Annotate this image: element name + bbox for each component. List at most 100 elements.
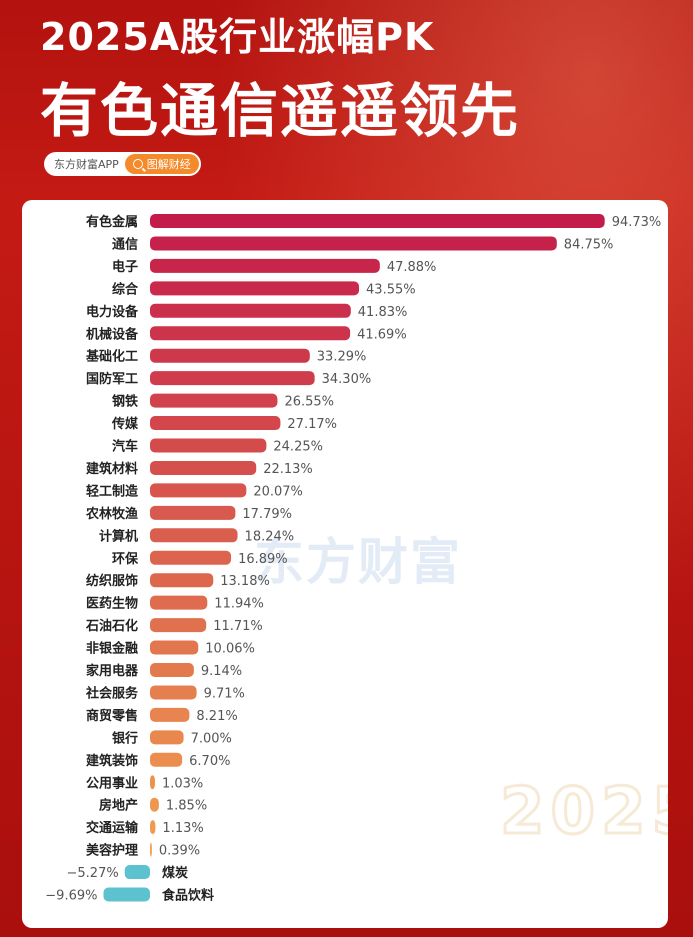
watermark-text: 东方财富 [254, 533, 462, 591]
value-label: 6.70% [189, 754, 230, 769]
value-label: 20.07% [253, 484, 303, 499]
bar-row: 钢铁 26.55% [112, 393, 334, 410]
bar-row: 电力设备 41.83% [86, 303, 408, 320]
bar [150, 685, 197, 700]
category-label: 有色金属 [86, 214, 138, 230]
source-name: 东方财富APP [54, 158, 119, 171]
category-label: 商贸零售 [86, 708, 138, 724]
category-label: 食品饮料 [162, 888, 214, 904]
value-label: 9.14% [201, 664, 242, 679]
category-label: 煤炭 [162, 865, 188, 881]
bar [150, 214, 605, 228]
bar-row: 轻工制造 20.07% [86, 483, 303, 499]
source-tag: 图解财经 [124, 154, 199, 174]
category-label: 电力设备 [86, 304, 139, 320]
bar-row: 医药生物 11.94% [86, 595, 264, 612]
watermark-year: 2025 [499, 775, 669, 849]
category-label: 家用电器 [86, 663, 139, 679]
value-label: 47.88% [387, 260, 437, 275]
category-label: 建筑材料 [86, 461, 138, 477]
bar [150, 618, 207, 633]
category-label: 纺织服饰 [86, 573, 138, 589]
bar-row: 有色金属 94.73% [86, 214, 661, 230]
category-label: 机械设备 [86, 326, 139, 342]
category-label: 公用事业 [86, 775, 138, 791]
bar-row: 汽车 24.25% [112, 438, 323, 455]
value-label: 11.71% [213, 619, 263, 634]
bar-row: 银行 7.00% [112, 730, 232, 746]
value-label: 0.39% [159, 844, 200, 859]
value-label: 84.75% [564, 237, 614, 252]
bar-row: 商贸零售 8.21% [86, 707, 238, 724]
bar-row: 公用事业 1.03% [86, 775, 203, 791]
bar [150, 528, 238, 543]
bar-row: 传媒 27.17% [111, 416, 337, 432]
bar-row: 社会服务 9.71% [85, 685, 245, 701]
search-icon [132, 159, 143, 169]
value-label: 1.13% [162, 821, 203, 836]
category-label: 汽车 [112, 439, 138, 455]
category-label: 建筑装饰 [86, 753, 138, 769]
bar [150, 505, 236, 520]
page-headline: 有色通信遥遥领先 [40, 77, 521, 145]
category-label: 国防军工 [86, 371, 138, 387]
bar [150, 550, 232, 565]
bar-row: 环保 16.89% [112, 550, 288, 567]
bar [150, 707, 190, 722]
bar [150, 393, 278, 408]
bar [150, 820, 156, 835]
bar [150, 640, 199, 655]
value-label: 94.73% [612, 215, 662, 230]
bar [150, 258, 380, 273]
category-label: 石油石化 [85, 618, 138, 634]
category-label: 环保 [112, 551, 139, 567]
bar [150, 797, 159, 812]
value-label: 1.03% [162, 776, 203, 791]
category-label: 传媒 [111, 416, 139, 432]
value-label: 22.13% [263, 462, 313, 477]
bar [150, 483, 247, 498]
bar-row: 交通运输 1.13% [86, 820, 204, 836]
bar [150, 573, 214, 588]
category-label: 农林牧渔 [85, 506, 138, 522]
value-label: 33.29% [317, 350, 367, 365]
bar [124, 865, 150, 880]
value-label: 24.25% [273, 440, 323, 455]
bar [150, 303, 351, 318]
source-tag-label: 图解财经 [146, 158, 191, 171]
bar-row: 房地产 1.85% [99, 797, 207, 814]
category-label: 轻工制造 [86, 483, 139, 499]
category-label: 基础化工 [85, 349, 138, 365]
category-label: 通信 [112, 236, 138, 252]
bar [150, 460, 257, 475]
bar-row: 基础化工 33.29% [85, 348, 367, 365]
bar-row: 食品饮料 −9.69% [45, 887, 214, 904]
bar [150, 775, 155, 790]
value-label: −5.27% [67, 866, 119, 881]
value-label: 41.83% [358, 305, 408, 320]
bar-row: 建筑装饰 6.70% [86, 752, 230, 769]
bar-row: 机械设备 41.69% [86, 326, 407, 342]
value-label: 9.71% [204, 686, 245, 701]
bar [150, 416, 281, 431]
bar-row: 综合 43.55% [112, 281, 416, 297]
category-label: 钢铁 [112, 394, 138, 410]
bar [150, 236, 557, 251]
bar-row: 家用电器 9.14% [86, 663, 242, 679]
bar-row: 纺织服饰 13.18% [86, 573, 270, 589]
category-label: 医药生物 [86, 596, 138, 612]
category-label: 银行 [112, 730, 138, 746]
value-label: 8.21% [196, 709, 237, 724]
value-label: 26.55% [284, 395, 334, 410]
bar-row: 电子 47.88% [112, 258, 437, 275]
bar [103, 887, 150, 902]
bar [150, 326, 351, 341]
value-label: 27.17% [287, 417, 337, 432]
value-label: 18.24% [245, 529, 295, 544]
category-label: 社会服务 [85, 685, 139, 701]
value-label: 13.18% [220, 574, 270, 589]
bar [150, 842, 152, 857]
bar-chart: 有色金属 94.73% 通信 84.75% 电子 47.88% 综合 43.55% 电力设备 41… [45, 214, 661, 904]
value-label: 1.85% [166, 799, 207, 814]
category-label: 房地产 [99, 798, 138, 814]
